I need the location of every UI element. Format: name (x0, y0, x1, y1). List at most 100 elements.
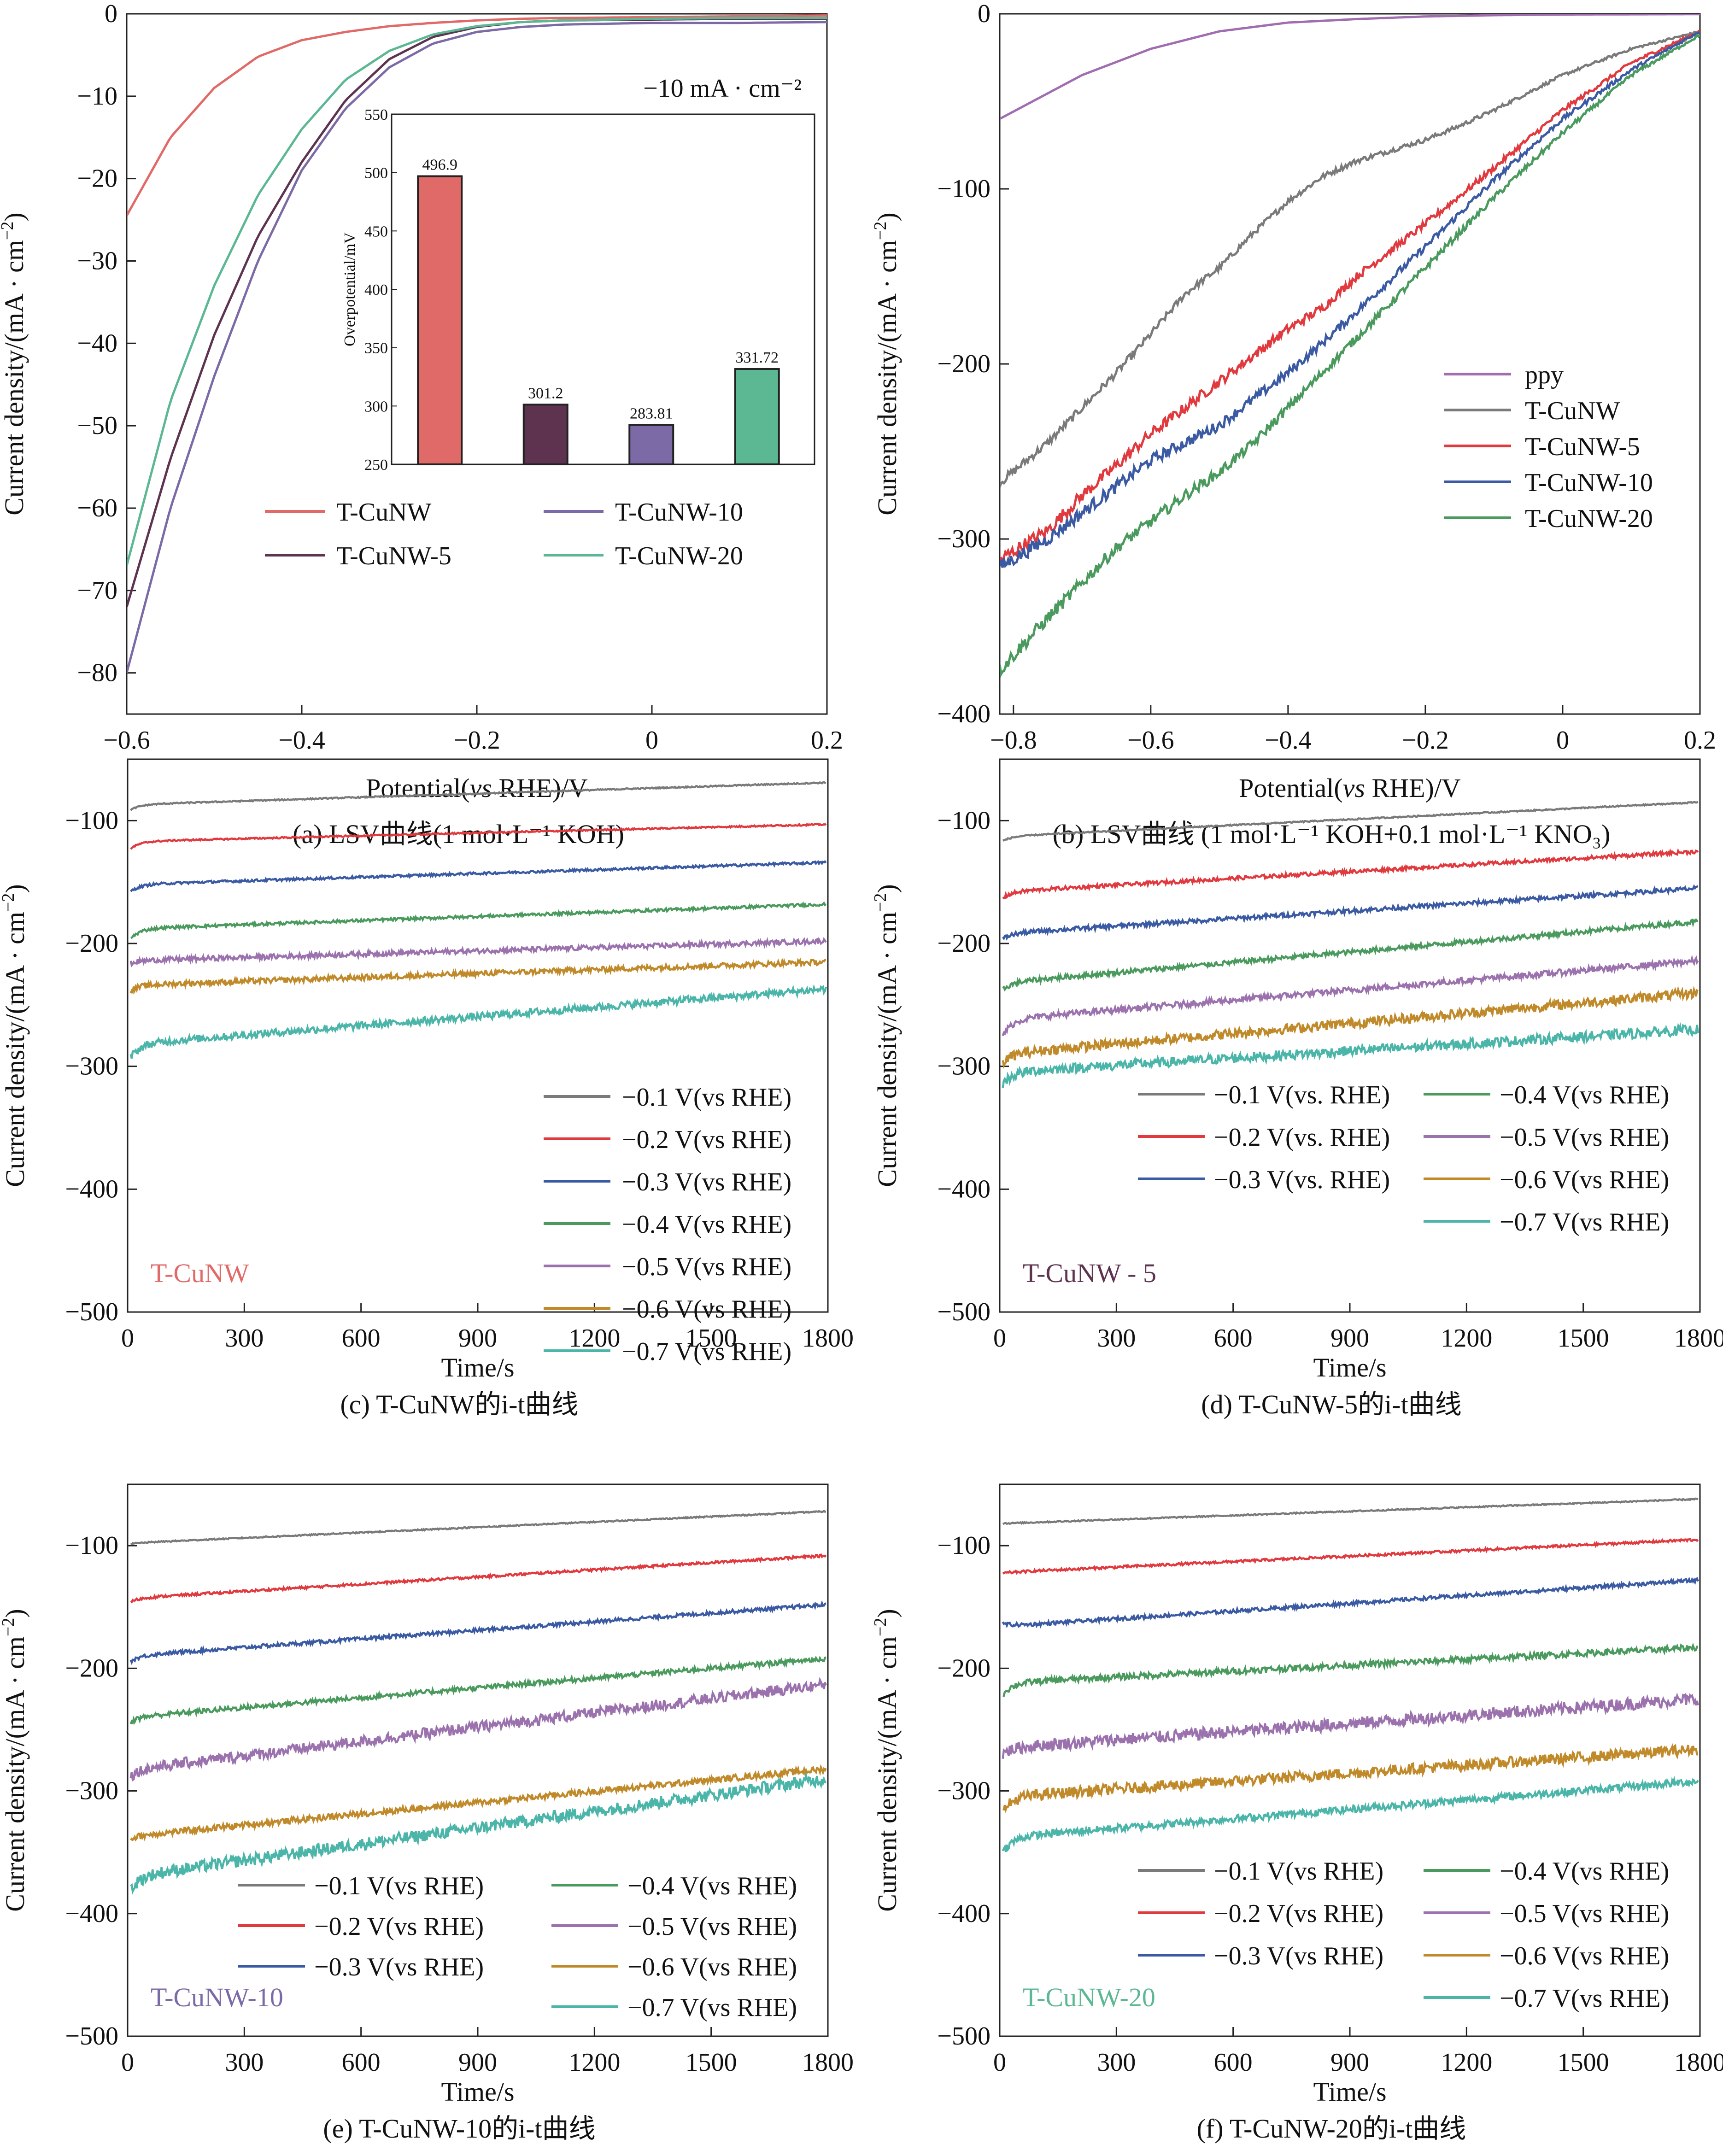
e-xlabel: Time/s (441, 2077, 514, 2107)
b-series-line-4 (1000, 33, 1700, 678)
ylabel-sup: −2 (871, 1618, 890, 1636)
c-xtick-label: 1800 (802, 1324, 854, 1353)
c-caption: (c) T-CuNW的i-t曲线 (340, 1389, 578, 1419)
d-series-line-1 (1002, 848, 1699, 900)
inset-bar-value-label: 331.72 (736, 349, 779, 366)
f-series-line-0 (1002, 1497, 1699, 1525)
c-xtick-label: 1500 (686, 1324, 737, 1353)
c-series-line-3 (130, 901, 827, 939)
e-ytick-label: −300 (65, 1777, 118, 1805)
b-legend-label: T-CuNW (1525, 397, 1620, 425)
c-series-line-4 (129, 937, 827, 968)
e-xtick-label: 0 (121, 2048, 134, 2077)
xlabel-part: RHE)/V (492, 773, 588, 803)
e-xtick-label: 600 (342, 2048, 381, 2077)
f-caption: (f) T-CuNW-20的i-t曲线 (1197, 2114, 1466, 2144)
a-series-line-0 (127, 14, 827, 217)
a-ylabel-group: Current density/(mA · cm−2) (0, 212, 29, 515)
inset-ylabel: Overpotential/mV (341, 232, 358, 346)
f-legend-label: −0.4 V(vs RHE) (1500, 1857, 1669, 1886)
a-caption: (a) LSV曲线(1 mol·L⁻¹ KOH) (293, 819, 624, 849)
d-legend-label: −0.1 V(vs. RHE) (1214, 1081, 1390, 1109)
b-ylabel: Current density/(mA · cm−2) (871, 212, 902, 515)
d-xtick-label: 900 (1330, 1324, 1369, 1353)
ylabel-sup: −2 (0, 893, 18, 912)
f-ytick-label: −300 (937, 1777, 990, 1805)
b-series-line-0 (1000, 14, 1700, 120)
e-ytick-label: −500 (65, 2022, 118, 2051)
b-caption: (b) LSV曲线 (1 mol·L⁻¹ KOH+0.1 mol·L⁻¹ KNO… (1053, 819, 1611, 849)
b-legend-label: ppy (1525, 361, 1564, 389)
c-ytick-label: −300 (65, 1052, 118, 1081)
c-ylabel: Current density/(mA · cm−2) (0, 884, 30, 1187)
ylabel-close: ) (872, 212, 902, 221)
f-xtick-label: 600 (1214, 2048, 1253, 2077)
a-ytick-label: −70 (77, 576, 117, 605)
d-ytick-label: −400 (937, 1175, 990, 1203)
ylabel-main: Current density/(mA · cm (0, 240, 29, 516)
xlabel-part: RHE)/V (1365, 773, 1461, 803)
xlabel-part: Potential( (366, 773, 470, 803)
a-legend-label: T-CuNW-10 (615, 498, 743, 527)
c-xtick-label: 1200 (568, 1324, 620, 1353)
c-legend-label: −0.6 V(vs RHE) (622, 1295, 791, 1324)
c-ytick-label: −500 (65, 1298, 118, 1326)
c-series-line-2 (130, 860, 827, 892)
f-legend-label: −0.5 V(vs RHE) (1500, 1899, 1669, 1928)
a-xtick-label: −0.6 (103, 726, 150, 755)
c-xtick-label: 300 (225, 1324, 264, 1353)
inset-bar-T-CuNW (417, 175, 463, 465)
ylabel-close: ) (0, 1609, 30, 1617)
a-xtick-label: −0.4 (278, 726, 325, 755)
e-ytick-label: −100 (65, 1531, 118, 1560)
a-series-line-1 (127, 21, 827, 674)
inset-ytick-label: 300 (364, 398, 388, 415)
ylabel-main: Current density/(mA · cm (872, 240, 902, 516)
e-ylabel-group: Current density/(mA · cm−2) (0, 1609, 30, 1911)
c-series-line-6 (129, 984, 827, 1059)
a-legend-label: T-CuNW-5 (336, 542, 451, 570)
b-xlabel: Potential(vs RHE)/V (1239, 773, 1461, 803)
b-plot-frame (999, 13, 1701, 715)
c-ytick-label: −100 (65, 806, 118, 835)
ylabel-sup: −2 (0, 1618, 18, 1636)
a-ytick-label: −60 (77, 494, 117, 522)
b-ytick-label: 0 (978, 0, 990, 28)
d-xtick-label: 1800 (1674, 1324, 1723, 1353)
f-series-line-6 (1002, 1775, 1699, 1852)
d-series-line-5 (1002, 985, 1699, 1069)
inset-ytick-label: 250 (364, 457, 388, 474)
e-series-line-5 (130, 1764, 827, 1842)
d-ytick-label: −200 (937, 929, 990, 958)
e-series-line-4 (129, 1677, 827, 1782)
a-ytick-label: 0 (105, 0, 117, 28)
c-ylabel-group: Current density/(mA · cm−2) (0, 884, 30, 1187)
ylabel-sup: −2 (871, 222, 890, 240)
f-ytick-label: −100 (937, 1531, 990, 1560)
d-legend-label: −0.7 V(vs RHE) (1500, 1208, 1669, 1236)
d-xtick-label: 1500 (1558, 1324, 1609, 1353)
b-series-line-2 (1000, 29, 1700, 563)
a-ytick-label: −40 (77, 329, 117, 357)
e-legend-label: −0.3 V(vs RHE) (314, 1953, 484, 1981)
c-legend-label: −0.5 V(vs RHE) (622, 1253, 791, 1281)
ylabel-main: Current density/(mA · cm (872, 912, 902, 1187)
d-ylabel: Current density/(mA · cm−2) (871, 884, 902, 1187)
d-xtick-label: 1200 (1441, 1324, 1492, 1353)
f-xtick-label: 1200 (1441, 2048, 1492, 2077)
f-legend-label: −0.2 V(vs RHE) (1214, 1899, 1383, 1928)
a-annotation: −10 mA · cm⁻² (643, 74, 802, 103)
inset-bar-T-CuNW-5 (522, 404, 568, 465)
a-ytick-label: −30 (77, 246, 117, 275)
ylabel-sup: −2 (871, 893, 890, 912)
inset-ytick-label: 500 (364, 165, 388, 182)
d-legend-label: −0.3 V(vs. RHE) (1214, 1166, 1390, 1194)
f-ytick-label: −200 (937, 1654, 990, 1682)
e-legend-label: −0.6 V(vs RHE) (627, 1953, 797, 1981)
b-ytick-label: −200 (937, 350, 990, 378)
f-series-line-1 (1002, 1538, 1699, 1575)
d-ytick-label: −500 (937, 1298, 990, 1326)
ylabel-close: ) (0, 212, 29, 221)
ylabel-main: Current density/(mA · cm (0, 912, 30, 1187)
